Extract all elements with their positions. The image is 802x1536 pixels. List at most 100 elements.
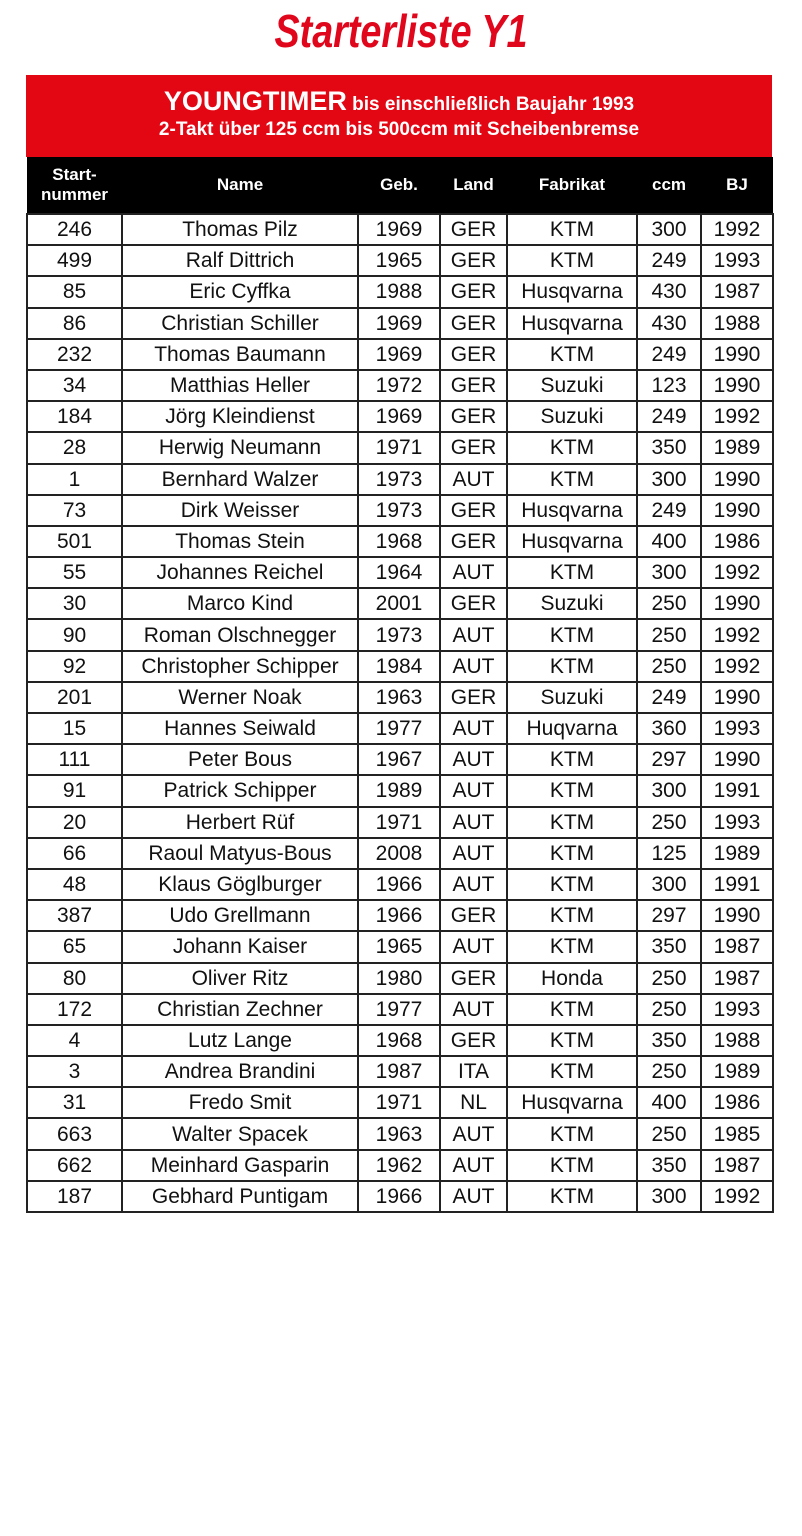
table-row: 172 Christian Zechner 1977 AUT KTM 250 1993 bbox=[26, 992, 774, 1026]
cell-start-number: 501 bbox=[26, 524, 123, 559]
cell-ccm: 123 bbox=[636, 368, 702, 403]
cell-build-year: 1986 bbox=[700, 524, 774, 559]
cell-country: AUT bbox=[439, 867, 508, 902]
table-row: 73 Dirk Weisser 1973 GER Husqvarna 249 1990 bbox=[26, 493, 774, 527]
cell-name: Bernhard Walzer bbox=[121, 462, 359, 496]
cell-build-year: 1989 bbox=[700, 431, 774, 465]
cell-name: Roman Olschnegger bbox=[121, 618, 359, 652]
cell-name: Johann Kaiser bbox=[121, 930, 359, 964]
cell-build-year: 1989 bbox=[700, 1055, 774, 1089]
cell-country: AUT bbox=[439, 1117, 508, 1151]
cell-birth-year: 1963 bbox=[357, 680, 441, 715]
cell-make: Husqvarna bbox=[506, 275, 638, 309]
column-header-country: Land bbox=[440, 157, 507, 214]
table-row: 15 Hannes Seiwald 1977 AUT Huqvarna 360 1993 bbox=[26, 711, 774, 746]
cell-birth-year: 2008 bbox=[357, 836, 441, 870]
table-row: 663 Walter Spacek 1963 AUT KTM 250 1985 bbox=[26, 1117, 774, 1151]
table-header: Start- nummer Name Geb. Land Fabrikat ccm BJ bbox=[27, 157, 773, 214]
cell-make: KTM bbox=[506, 805, 638, 839]
cell-country: GER bbox=[439, 493, 508, 527]
cell-name: Lutz Lange bbox=[121, 1023, 359, 1058]
cell-start-number: 73 bbox=[26, 493, 123, 527]
cell-make: KTM bbox=[506, 774, 638, 808]
table-row: 1 Bernhard Walzer 1973 AUT KTM 300 1990 bbox=[26, 462, 774, 496]
cell-start-number: 65 bbox=[26, 930, 123, 964]
cell-ccm: 300 bbox=[636, 867, 702, 902]
cell-birth-year: 1965 bbox=[357, 930, 441, 964]
cell-make: KTM bbox=[506, 836, 638, 870]
cell-country: GER bbox=[439, 1023, 508, 1058]
cell-start-number: 92 bbox=[26, 649, 123, 683]
cell-start-number: 663 bbox=[26, 1117, 123, 1151]
cell-name: Thomas Baumann bbox=[121, 337, 359, 371]
cell-make: KTM bbox=[506, 992, 638, 1026]
cell-ccm: 249 bbox=[636, 400, 702, 434]
cell-ccm: 300 bbox=[636, 774, 702, 808]
table-row: 55 Johannes Reichel 1964 AUT KTM 300 1992 bbox=[26, 556, 774, 590]
cell-make: Suzuki bbox=[506, 368, 638, 403]
cell-build-year: 1991 bbox=[700, 867, 774, 902]
cell-ccm: 300 bbox=[636, 556, 702, 590]
cell-birth-year: 1977 bbox=[357, 711, 441, 746]
class-banner: YOUNGTIMER bis einschließlich Baujahr 19… bbox=[26, 75, 772, 157]
cell-name: Ralf Dittrich bbox=[121, 244, 359, 278]
cell-ccm: 250 bbox=[636, 587, 702, 621]
cell-start-number: 187 bbox=[26, 1179, 123, 1214]
cell-country: GER bbox=[439, 337, 508, 371]
cell-name: Fredo Smit bbox=[121, 1086, 359, 1120]
column-header-birth-year: Geb. bbox=[358, 157, 440, 214]
cell-country: AUT bbox=[439, 930, 508, 964]
cell-ccm: 249 bbox=[636, 493, 702, 527]
cell-birth-year: 1967 bbox=[357, 743, 441, 777]
table-row: 48 Klaus Göglburger 1966 AUT KTM 300 1991 bbox=[26, 867, 774, 902]
class-name: YOUNGTIMER bbox=[163, 86, 347, 116]
cell-birth-year: 1966 bbox=[357, 899, 441, 933]
cell-start-number: 80 bbox=[26, 961, 123, 995]
cell-ccm: 430 bbox=[636, 275, 702, 309]
cell-birth-year: 1966 bbox=[357, 867, 441, 902]
cell-birth-year: 1969 bbox=[357, 337, 441, 371]
table-row: 92 Christopher Schipper 1984 AUT KTM 250 1992 bbox=[26, 649, 774, 683]
cell-birth-year: 1971 bbox=[357, 431, 441, 465]
cell-start-number: 55 bbox=[26, 556, 123, 590]
cell-name: Peter Bous bbox=[121, 743, 359, 777]
cell-name: Jörg Kleindienst bbox=[121, 400, 359, 434]
cell-birth-year: 1971 bbox=[357, 805, 441, 839]
cell-build-year: 1990 bbox=[700, 493, 774, 527]
table-row: 28 Herwig Neumann 1971 GER KTM 350 1989 bbox=[26, 431, 774, 465]
cell-make: KTM bbox=[506, 649, 638, 683]
cell-ccm: 249 bbox=[636, 337, 702, 371]
cell-birth-year: 1973 bbox=[357, 462, 441, 496]
table-row: 501 Thomas Stein 1968 GER Husqvarna 400 1986 bbox=[26, 524, 774, 559]
cell-birth-year: 1969 bbox=[357, 400, 441, 434]
cell-name: Christian Zechner bbox=[121, 992, 359, 1026]
cell-make: Husqvarna bbox=[506, 306, 638, 340]
table-row: 232 Thomas Baumann 1969 GER KTM 249 1990 bbox=[26, 337, 774, 371]
cell-build-year: 1992 bbox=[700, 649, 774, 683]
cell-country: AUT bbox=[439, 805, 508, 839]
cell-country: AUT bbox=[439, 1179, 508, 1214]
cell-start-number: 20 bbox=[26, 805, 123, 839]
cell-ccm: 300 bbox=[636, 1179, 702, 1214]
cell-country: GER bbox=[439, 368, 508, 403]
cell-build-year: 1990 bbox=[700, 680, 774, 715]
cell-build-year: 1991 bbox=[700, 774, 774, 808]
cell-country: AUT bbox=[439, 649, 508, 683]
cell-ccm: 350 bbox=[636, 930, 702, 964]
table-row: 20 Herbert Rüf 1971 AUT KTM 250 1993 bbox=[26, 805, 774, 839]
cell-make: KTM bbox=[506, 743, 638, 777]
cell-make: Honda bbox=[506, 961, 638, 995]
cell-name: Christopher Schipper bbox=[121, 649, 359, 683]
cell-ccm: 249 bbox=[636, 244, 702, 278]
cell-make: KTM bbox=[506, 1179, 638, 1214]
cell-start-number: 246 bbox=[26, 212, 123, 247]
cell-birth-year: 1964 bbox=[357, 556, 441, 590]
cell-ccm: 297 bbox=[636, 899, 702, 933]
cell-name: Gebhard Puntigam bbox=[121, 1179, 359, 1214]
cell-birth-year: 1965 bbox=[357, 244, 441, 278]
cell-make: KTM bbox=[506, 930, 638, 964]
cell-name: Herwig Neumann bbox=[121, 431, 359, 465]
cell-name: Meinhard Gasparin bbox=[121, 1148, 359, 1182]
cell-make: Huqvarna bbox=[506, 711, 638, 746]
cell-birth-year: 1963 bbox=[357, 1117, 441, 1151]
